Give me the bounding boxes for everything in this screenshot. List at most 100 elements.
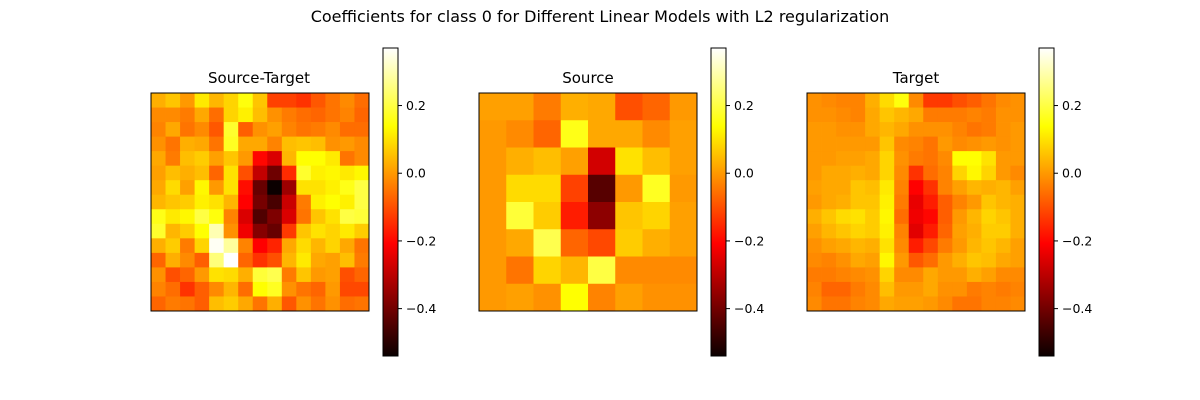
- heatmap-cell: [339, 267, 355, 283]
- heatmap-cell: [194, 238, 210, 254]
- heatmap-cell: [165, 151, 181, 167]
- heatmap-cell: [252, 281, 268, 297]
- heatmap-cell: [194, 180, 210, 196]
- heatmap-cell: [252, 238, 268, 254]
- heatmap-cell: [506, 283, 534, 312]
- heatmap-cell: [981, 281, 997, 297]
- heatmap-cell: [937, 165, 953, 181]
- heatmap-cell: [296, 252, 312, 268]
- heatmap-cell: [937, 136, 953, 152]
- heatmap-cell: [310, 267, 326, 283]
- heatmap-cell: [821, 296, 837, 312]
- colorbar-tick-label: 0.0: [406, 166, 426, 181]
- heatmap-cell: [180, 180, 195, 196]
- heatmap-cell: [642, 147, 671, 176]
- heatmap-cell: [894, 209, 910, 225]
- heatmap-cell: [807, 238, 822, 254]
- heatmap-cell: [615, 147, 643, 176]
- heatmap-cell: [267, 267, 283, 283]
- heatmap-cell: [807, 180, 822, 196]
- heatmap-cell: [937, 267, 953, 283]
- heatmap-cell: [209, 296, 225, 312]
- heatmap-cell: [325, 165, 341, 181]
- heatmap-cell: [879, 93, 895, 108]
- heatmap-cell: [506, 174, 534, 203]
- colorbar-gradient: [1038, 47, 1055, 357]
- heatmap-cell: [281, 252, 297, 268]
- heatmap-cell: [533, 147, 562, 176]
- heatmap-cell: [238, 296, 254, 312]
- heatmap-cell: [296, 93, 312, 108]
- heatmap-cell: [879, 107, 895, 123]
- heatmap-cell: [267, 281, 283, 297]
- heatmap-cell: [165, 136, 181, 152]
- heatmap-cell: [850, 238, 866, 254]
- heatmap-cell: [952, 151, 968, 167]
- heatmap-cell: [952, 296, 968, 312]
- heatmap-cell: [267, 165, 283, 181]
- heatmap-cell: [894, 267, 910, 283]
- heatmap-cell: [850, 252, 866, 268]
- heatmap-cell: [296, 107, 312, 123]
- heatmap-cell: [252, 136, 268, 152]
- heatmap-cell: [151, 122, 166, 137]
- heatmap-cell: [180, 107, 195, 123]
- heatmap-cell: [238, 209, 254, 225]
- heatmap-cell: [836, 165, 851, 181]
- heatmap-cell: [588, 256, 616, 285]
- heatmap-cell: [238, 151, 254, 167]
- heatmap-cell: [180, 252, 195, 268]
- heatmap-cell: [354, 281, 370, 297]
- heatmap-cell: [821, 165, 837, 181]
- heatmap-cell: [923, 165, 939, 181]
- heatmap-cell: [923, 252, 939, 268]
- heatmap-cell: [165, 238, 181, 254]
- heatmap-cell: [821, 107, 837, 123]
- heatmap-cell: [836, 180, 851, 196]
- heatmap-cell: [923, 238, 939, 254]
- heatmap-cell: [310, 209, 326, 225]
- heatmap-cell: [209, 252, 225, 268]
- heatmap-cell: [533, 229, 562, 257]
- heatmap-cell: [821, 238, 837, 254]
- heatmap-cell: [836, 151, 851, 167]
- heatmap-cell: [325, 93, 341, 108]
- heatmap-cell: [995, 151, 1011, 167]
- heatmap-cell: [923, 107, 939, 123]
- heatmap-cell: [325, 122, 341, 137]
- heatmap-cell: [865, 107, 881, 123]
- heatmap-cell: [339, 165, 355, 181]
- heatmap-cell: [879, 194, 895, 210]
- heatmap-cell: [952, 136, 968, 152]
- heatmap-cell: [937, 281, 953, 297]
- heatmap-cell: [865, 223, 881, 239]
- heatmap-cell: [533, 93, 562, 121]
- heatmap-cell: [209, 194, 225, 210]
- heatmap-cell: [836, 209, 851, 225]
- heatmap-cell: [966, 136, 982, 152]
- heatmap-cell: [821, 223, 837, 239]
- heatmap-cell: [479, 202, 507, 230]
- heatmap-cell: [325, 296, 341, 312]
- heatmap-cell: [850, 151, 866, 167]
- heatmap-cell: [339, 296, 355, 312]
- heatmap-cell: [267, 93, 283, 108]
- heatmap-cell: [223, 267, 239, 283]
- heatmap-cell: [966, 281, 982, 297]
- heatmap-cell: [1010, 180, 1026, 196]
- heatmap-cell: [252, 107, 268, 123]
- heatmap-cell: [209, 151, 225, 167]
- heatmap-cell: [165, 93, 181, 108]
- heatmap-cell: [995, 223, 1011, 239]
- heatmap-cell: [908, 223, 924, 239]
- heatmap-cell: [354, 136, 370, 152]
- heatmap-cell: [479, 256, 507, 285]
- heatmap-frame-source: [478, 92, 698, 312]
- heatmap-cell: [615, 256, 643, 285]
- heatmap-cell: [296, 238, 312, 254]
- heatmap-title-target: Target: [892, 69, 940, 87]
- heatmap-cell: [339, 151, 355, 167]
- heatmap-cell: [223, 209, 239, 225]
- heatmap-cell: [850, 165, 866, 181]
